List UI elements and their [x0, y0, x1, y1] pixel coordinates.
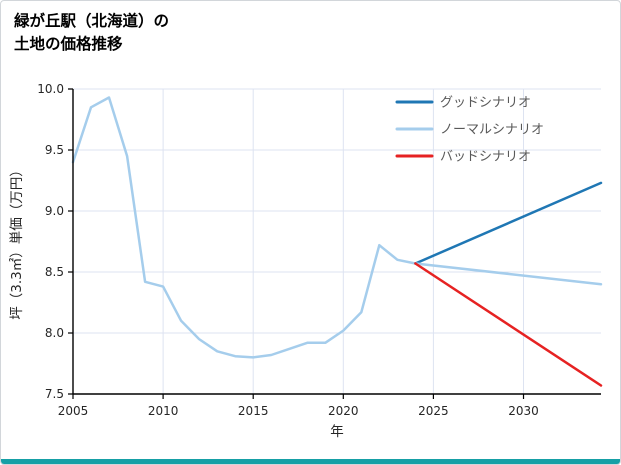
x-tick-label: 2015 — [238, 404, 269, 418]
x-tick-label: 2005 — [58, 404, 89, 418]
series-good-line — [414, 181, 603, 265]
x-tick-label: 2020 — [328, 404, 359, 418]
legend-label-2: バッドシナリオ — [440, 150, 531, 165]
legend-label-1: ノーマルシナリオ — [440, 123, 544, 138]
x-tick-label: 2010 — [148, 404, 179, 418]
chart-title-line-1: 緑が丘駅（北海道）の — [14, 12, 170, 30]
chart-title-line-2: 土地の価格推移 — [14, 35, 123, 54]
x-axis-label: 年 — [330, 424, 344, 440]
series-history-line — [71, 96, 417, 359]
bottom-accent-bar — [1, 459, 620, 464]
y-tick-label: 10.0 — [37, 82, 64, 96]
series-normal-line — [414, 262, 603, 286]
y-tick-label: 9.0 — [45, 204, 64, 218]
chart-title: 緑が丘駅（北海道）の 土地の価格推移 — [14, 10, 169, 57]
y-tick-label: 8.5 — [45, 265, 64, 279]
y-tick-label: 8.0 — [45, 326, 64, 340]
x-tick-label: 2030 — [508, 404, 539, 418]
x-tick-label: 2025 — [418, 404, 449, 418]
legend-label-0: グッドシナリオ — [440, 96, 531, 111]
series-bad-line — [414, 262, 603, 387]
y-tick-label: 7.5 — [45, 387, 64, 401]
y-axis-label: 坪（3.3㎡）単価（万円） — [9, 163, 25, 319]
y-tick-label: 9.5 — [45, 143, 64, 157]
